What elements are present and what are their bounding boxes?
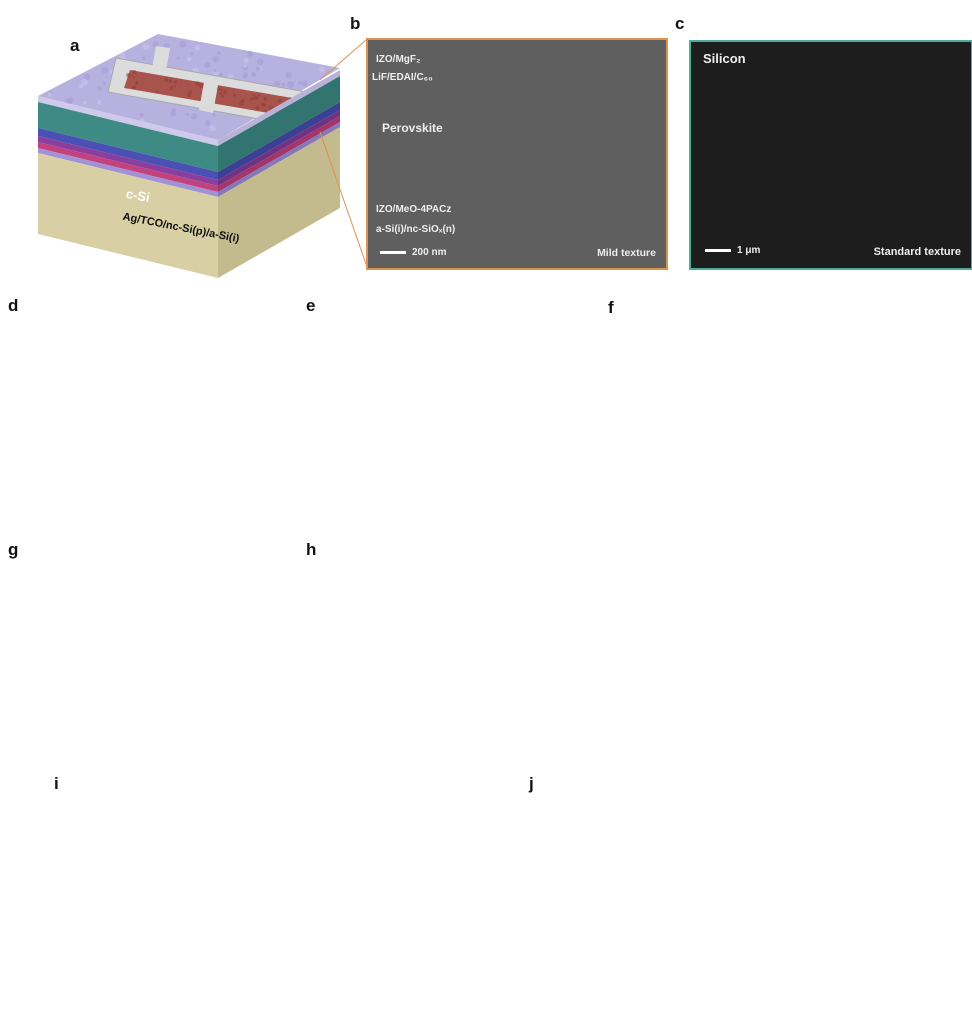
lifetime-chart: [8, 300, 298, 536]
panel-e-label: e: [306, 296, 316, 315]
panel-a: a c-Si Ag/TCO/nc-Si(p)/a-Si(i): [8, 8, 348, 298]
panel-c-label: c: [675, 14, 685, 33]
panel-b-label: b: [350, 14, 361, 33]
scale-bar-line: [705, 248, 731, 252]
panel-c: c Silicon 1 μm Standard texture: [675, 8, 972, 292]
nrel-certified-chart: [300, 540, 600, 786]
panel-f-label: f: [608, 298, 614, 317]
silicon-label: Silicon: [703, 51, 746, 66]
eqe-chart: [300, 300, 600, 536]
panel-i-label: i: [54, 774, 59, 793]
panel-a-label: a: [70, 36, 80, 55]
panel-f: f: [600, 298, 972, 772]
layer-label-asi-ncsiox: a-Si(i)/nc-SiOₓ(n): [376, 224, 456, 235]
panel-b: b IZO/MgF₂ LiF/EDAI/C₆₀ Perovskite IZO/M…: [350, 8, 670, 292]
layer-label-izo-mgf2: IZO/MgF₂: [376, 54, 421, 65]
device-schematic: [38, 34, 340, 278]
panel-g-label: g: [8, 540, 19, 559]
stability-parameters-chart: [8, 776, 490, 1010]
panel-j: j: [493, 774, 970, 1010]
sem-image-standard-texture: Silicon 1 μm Standard texture: [689, 40, 972, 270]
scale-bar-200nm: 200 nm: [380, 247, 446, 258]
panel-e: e: [300, 296, 600, 536]
mppt-stability-chart: [493, 776, 970, 1010]
panel-i: i: [8, 774, 490, 1010]
scale-bar-1um: 1 μm: [705, 245, 760, 256]
boxplot-charts: [600, 298, 972, 772]
panel-h: h: [300, 540, 600, 786]
standard-texture-label: Standard texture: [873, 245, 961, 258]
panel-d: d: [8, 296, 298, 536]
sem-pyramids-graphic: [691, 42, 971, 268]
scale-bar-line: [380, 250, 406, 254]
layer-label-lif-edai-c60: LiF/EDAI/C₆₀: [372, 72, 433, 83]
layer-label-perovskite: Perovskite: [382, 121, 443, 135]
panel-g: g: [8, 540, 298, 786]
sem-image-mild-texture: IZO/MgF₂ LiF/EDAI/C₆₀ Perovskite IZO/MeO…: [366, 38, 668, 270]
jv-curve-chart: [8, 540, 298, 786]
panel-h-label: h: [306, 540, 317, 559]
panel-d-label: d: [8, 296, 19, 315]
layer-label-izo-meo4pacz: IZO/MeO-4PACz: [376, 204, 452, 215]
panel-j-label: j: [529, 774, 534, 793]
mild-texture-label: Mild texture: [597, 247, 656, 260]
